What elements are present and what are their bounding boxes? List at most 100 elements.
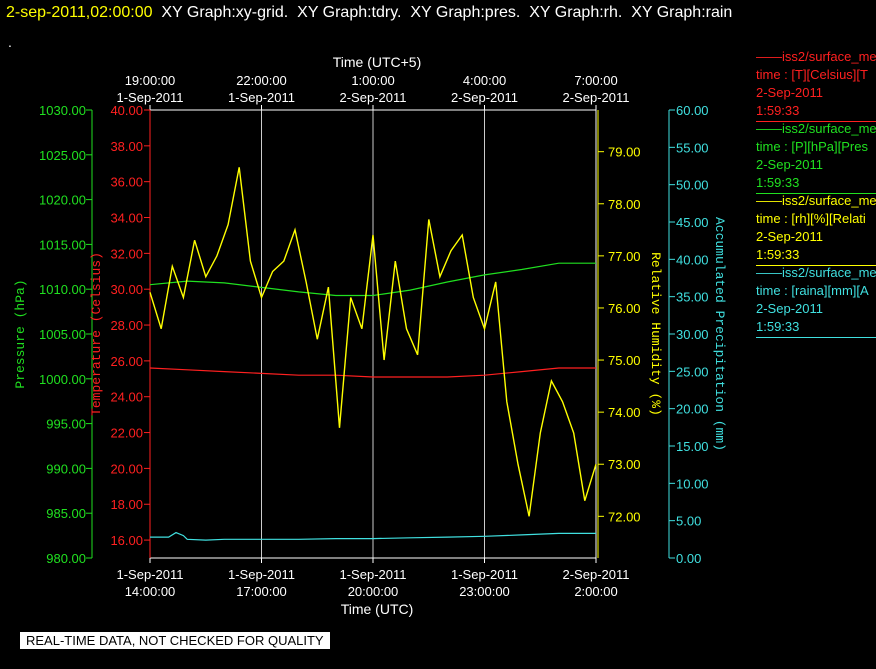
title-graph-3: XY Graph:rh. [520, 4, 623, 21]
series-line-precip [150, 531, 596, 541]
x-tick-date: 1-Sep-2011 [228, 567, 295, 582]
x-tick-time: 23:00:00 [459, 584, 510, 599]
legend-name: ——iss2/surface_me [756, 121, 876, 136]
humidity-tick-label: 74.00 [608, 405, 641, 420]
pressure-tick-label: 1000.00 [39, 372, 86, 387]
pressure-tick-label: 990.00 [46, 461, 86, 476]
temperature-tick-label: 38.00 [110, 139, 143, 154]
top-axis-label: Time (UTC+5) [333, 54, 422, 70]
top-tick-date: 1-Sep-2011 [228, 90, 295, 105]
x-tick-date: 1-Sep-2011 [340, 567, 407, 582]
legend-time: 1:59:33 [756, 103, 800, 118]
precip-tick-label: 5.00 [676, 514, 701, 529]
humidity-tick-label: 72.00 [608, 509, 641, 524]
precip-axis-title: Accumulated Precipitation (mm) [712, 217, 727, 451]
temperature-tick-label: 20.00 [110, 461, 143, 476]
humidity-tick-label: 73.00 [608, 457, 641, 472]
pressure-tick-label: 1030.00 [39, 103, 86, 118]
legend-units: time : [raina][mm][A [756, 283, 869, 298]
pressure-tick-label: 1010.00 [39, 282, 86, 297]
legend-name: ——iss2/surface_me [756, 265, 876, 280]
humidity-tick-label: 75.00 [608, 353, 641, 368]
legend-date: 2-Sep-2011 [756, 229, 823, 244]
series-line-pressure [149, 262, 596, 297]
pressure-tick-label: 1015.00 [39, 237, 86, 252]
title-graph-0: XY Graph:xy-grid. [152, 4, 289, 21]
title-graph-1: XY Graph:tdry. [288, 4, 402, 21]
pressure-tick-label: 995.00 [46, 417, 86, 432]
title-graph-2: XY Graph:pres. [401, 4, 521, 21]
legend-time: 1:59:33 [756, 175, 800, 190]
top-tick-time: 7:00:00 [574, 73, 617, 88]
pressure-axis-title: Pressure (hPa) [13, 279, 28, 388]
title-timestamp: 2-sep-2011,02:00:00 [6, 4, 153, 21]
temperature-tick-label: 28.00 [110, 318, 143, 333]
series-line-temperature [149, 367, 596, 378]
temperature-tick-label: 32.00 [110, 246, 143, 261]
precip-tick-label: 0.00 [676, 551, 701, 566]
x-tick-time: 20:00:00 [348, 584, 399, 599]
title-graph-list: XY Graph:xy-grid. XY Graph:tdry. XY Grap… [152, 4, 732, 21]
temperature-tick-label: 40.00 [110, 103, 143, 118]
precip-tick-label: 25.00 [676, 364, 709, 379]
precip-tick-label: 45.00 [676, 215, 709, 230]
x-axis-label: Time (UTC) [341, 601, 414, 617]
precip-tick-label: 60.00 [676, 103, 709, 118]
legend-entry: ——iss2/surface_me time : [T][Celsius][T 2-… [756, 48, 876, 122]
precip-tick-label: 50.00 [676, 178, 709, 193]
precip-tick-label: 10.00 [676, 476, 709, 491]
humidity-axis-title: Relative Humidity (%) [648, 252, 663, 416]
precip-tick-label: 40.00 [676, 252, 709, 267]
temperature-tick-label: 16.00 [110, 533, 143, 548]
top-tick-date: 1-Sep-2011 [117, 90, 184, 105]
series-line-humidity [149, 167, 597, 517]
pressure-tick-label: 1020.00 [39, 193, 86, 208]
temperature-tick-label: 26.00 [110, 354, 143, 369]
legend-units: time : [rh][%][Relati [756, 211, 866, 226]
pressure-tick-label: 1025.00 [39, 148, 86, 163]
x-tick-date: 2-Sep-2011 [563, 567, 630, 582]
legend-units: time : [P][hPa][Pres [756, 139, 868, 154]
top-tick-date: 2-Sep-2011 [451, 90, 518, 105]
temperature-tick-label: 34.00 [110, 211, 143, 226]
title-dot: . [8, 34, 12, 50]
legend-time: 1:59:33 [756, 247, 800, 262]
x-tick-time: 2:00:00 [574, 584, 617, 599]
quality-notice: REAL-TIME DATA, NOT CHECKED FOR QUALITY [20, 632, 330, 649]
humidity-tick-label: 76.00 [608, 301, 641, 316]
x-tick-time: 17:00:00 [236, 584, 287, 599]
legend-date: 2-Sep-2011 [756, 157, 823, 172]
legend-date: 2-Sep-2011 [756, 301, 823, 316]
legend-time: 1:59:33 [756, 319, 800, 334]
legend-date: 2-Sep-2011 [756, 85, 823, 100]
x-tick-date: 1-Sep-2011 [451, 567, 518, 582]
temperature-tick-label: 30.00 [110, 282, 143, 297]
title-graph-4: XY Graph:rain [622, 4, 733, 21]
humidity-tick-label: 79.00 [608, 145, 641, 160]
top-tick-date: 2-Sep-2011 [340, 90, 407, 105]
precip-tick-label: 20.00 [676, 402, 709, 417]
window-title: 2-sep-2011,02:00:00 XY Graph:xy-grid. XY… [6, 4, 732, 22]
temperature-tick-label: 24.00 [110, 390, 143, 405]
humidity-tick-label: 78.00 [608, 197, 641, 212]
temperature-tick-label: 18.00 [110, 497, 143, 512]
pressure-tick-label: 985.00 [46, 506, 86, 521]
precip-tick-label: 15.00 [676, 439, 709, 454]
top-tick-time: 4:00:00 [463, 73, 506, 88]
top-tick-time: 22:00:00 [236, 73, 287, 88]
precip-tick-label: 35.00 [676, 290, 709, 305]
temperature-tick-label: 36.00 [110, 175, 143, 190]
temperature-axis-title: Temperature (Celsius) [89, 252, 104, 416]
humidity-tick-label: 77.00 [608, 249, 641, 264]
x-tick-date: 1-Sep-2011 [117, 567, 184, 582]
legend-units: time : [T][Celsius][T [756, 67, 868, 82]
precip-tick-label: 30.00 [676, 327, 709, 342]
top-tick-time: 19:00:00 [125, 73, 176, 88]
legend-name: ——iss2/surface_me [756, 193, 876, 208]
pressure-tick-label: 980.00 [46, 551, 86, 566]
top-tick-time: 1:00:00 [351, 73, 394, 88]
